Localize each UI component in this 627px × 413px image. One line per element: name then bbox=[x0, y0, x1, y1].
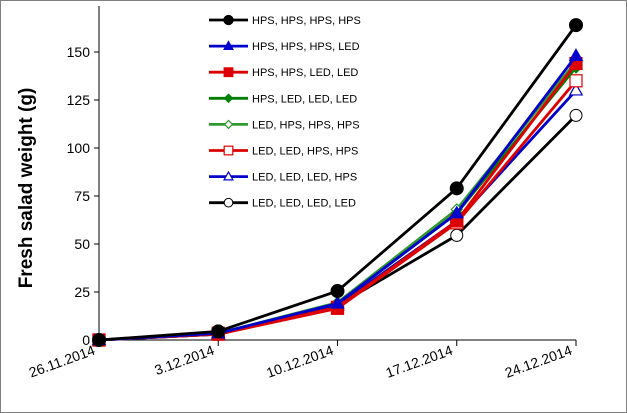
legend-entry-led-hps-hps-hps: LED, HPS, HPS, HPS bbox=[209, 119, 360, 131]
data-point bbox=[568, 48, 584, 61]
legend-entry-led-led-led-hps: LED, LED, LED, HPS bbox=[209, 170, 357, 184]
legend-entry-led-led-hps-hps: LED, LED, HPS, HPS bbox=[209, 146, 358, 158]
x-tick-label: 10.12.2014 bbox=[264, 342, 336, 381]
data-point bbox=[223, 119, 234, 130]
legend-label: LED, LED, HPS, HPS bbox=[252, 146, 358, 158]
x-tick-label: 24.12.2014 bbox=[503, 342, 575, 381]
legend-label: HPS, LED, LED, LED bbox=[252, 93, 357, 105]
data-point bbox=[330, 295, 345, 309]
data-point bbox=[223, 145, 234, 156]
data-point bbox=[223, 170, 234, 181]
data-point bbox=[568, 82, 584, 96]
y-tick-label: 50 bbox=[74, 236, 90, 252]
legend-label: HPS, HPS, HPS, LED bbox=[252, 41, 360, 53]
data-point bbox=[211, 324, 226, 339]
y-tick-label: 0 bbox=[82, 332, 90, 348]
data-point bbox=[449, 205, 464, 219]
legend-entry-hps-led-led-led: HPS, LED, LED, LED bbox=[209, 93, 357, 105]
axes: 0 25 50 75 100 125 150 26.11.2014 3.12.2014 10.12… bbox=[27, 6, 577, 381]
y-tick-label: 125 bbox=[67, 92, 91, 108]
legend-entry-hps-hps-led-led: HPS, HPS, LED, LED bbox=[209, 67, 358, 79]
data-point bbox=[330, 284, 345, 299]
legend-label: LED, HPS, HPS, HPS bbox=[252, 119, 360, 131]
data-point bbox=[449, 181, 464, 196]
data-point bbox=[223, 67, 234, 78]
legend-label: HPS, HPS, LED, LED bbox=[252, 67, 358, 79]
legend: HPS, HPS, HPS, HPS HPS, HPS, HPS, LED HPS,… bbox=[209, 14, 361, 210]
y-tick-label: 75 bbox=[74, 188, 90, 204]
legend-entry-hps-hps-hps-led: HPS, HPS, HPS, LED bbox=[209, 40, 360, 53]
data-point bbox=[223, 197, 234, 208]
data-point bbox=[223, 40, 234, 50]
data-point bbox=[92, 333, 106, 347]
x-tick-label: 3.12.2014 bbox=[152, 342, 216, 378]
data-point bbox=[569, 108, 583, 122]
legend-label: HPS, HPS, HPS, HPS bbox=[252, 15, 361, 27]
y-tick-label: 150 bbox=[67, 44, 91, 60]
legend-label: LED, LED, LED, HPS bbox=[252, 172, 357, 184]
series-hps-hps-hps-hps bbox=[92, 18, 583, 347]
data-point bbox=[223, 14, 234, 26]
y-tick-label: 100 bbox=[67, 140, 91, 156]
data-point bbox=[450, 228, 464, 242]
y-tick-label: 25 bbox=[74, 284, 90, 300]
data-point bbox=[569, 74, 583, 88]
y-axis-label: Fresh salad weight (g) bbox=[16, 88, 37, 289]
series-layer bbox=[91, 18, 584, 347]
legend-label: LED, LED, LED, LED bbox=[252, 198, 356, 210]
data-point bbox=[223, 93, 234, 104]
legend-entry-hps-hps-hps-hps: HPS, HPS, HPS, HPS bbox=[209, 14, 361, 27]
data-point bbox=[569, 18, 583, 33]
x-tick-label: 17.12.2014 bbox=[383, 342, 455, 381]
x-tick-label: 26.11.2014 bbox=[27, 342, 98, 381]
legend-entry-led-led-led-led: LED, LED, LED, LED bbox=[209, 198, 356, 210]
